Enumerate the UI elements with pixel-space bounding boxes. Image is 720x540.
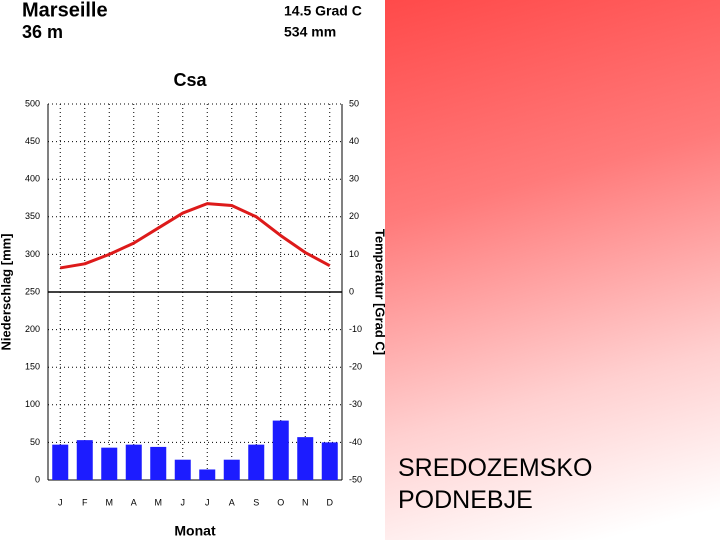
y-tick-label: 200 — [25, 324, 40, 334]
x-tick-label: F — [82, 497, 88, 507]
chart-subtitle: 36 m — [22, 22, 63, 42]
y-tick-label: 350 — [25, 211, 40, 221]
y2-tick-label: 50 — [349, 98, 359, 108]
slide-background — [385, 0, 720, 540]
bar — [248, 444, 265, 480]
x-axis-label: Monat — [174, 523, 216, 539]
x-tick-label: N — [302, 497, 309, 507]
y-tick-label: 0 — [35, 474, 40, 484]
x-tick-label: A — [229, 497, 235, 507]
y2-tick-label: 20 — [349, 211, 359, 221]
y-axis-label: Niederschlag [mm] — [0, 233, 13, 350]
bar — [150, 446, 167, 480]
x-tick-label: M — [155, 497, 163, 507]
x-tick-label: D — [327, 497, 334, 507]
y2-tick-label: -30 — [349, 399, 362, 409]
bar — [297, 437, 314, 480]
y2-tick-label: 10 — [349, 249, 359, 259]
bar — [321, 442, 338, 480]
bar — [125, 444, 142, 480]
x-tick-label: S — [253, 497, 259, 507]
bar — [272, 420, 289, 480]
slide-title: SREDOZEMSKO PODNEBJE — [398, 454, 593, 514]
x-tick-label: J — [205, 497, 210, 507]
y2-tick-label: -40 — [349, 437, 362, 447]
y-tick-label: 100 — [25, 399, 40, 409]
x-tick-label: M — [106, 497, 114, 507]
y-tick-label: 250 — [25, 286, 40, 296]
x-tick-label: J — [58, 497, 63, 507]
y2-tick-label: -10 — [349, 324, 362, 334]
y2-tick-label: 0 — [349, 286, 354, 296]
bar — [199, 469, 216, 480]
y2-tick-label: -50 — [349, 474, 362, 484]
y2-tick-label: -20 — [349, 362, 362, 372]
chart: Marseille 36 m 14.5 Grad C 534 mm Csa Mo… — [0, 0, 386, 539]
y-tick-label: 400 — [25, 174, 40, 184]
y2-tick-label: 40 — [349, 136, 359, 146]
bar — [76, 440, 93, 480]
y-tick-label: 500 — [25, 98, 40, 108]
y2-axis-label: Temperatur [Grad C] — [373, 229, 386, 355]
bar — [223, 459, 240, 480]
y-tick-label: 300 — [25, 249, 40, 259]
bar — [101, 447, 118, 480]
x-tick-label: A — [131, 497, 137, 507]
y-tick-label: 50 — [30, 437, 40, 447]
annotation: 14.5 Grad C — [284, 3, 362, 19]
x-tick-label: J — [181, 497, 186, 507]
y-tick-label: 150 — [25, 362, 40, 372]
temperature-line — [60, 202, 331, 270]
bar — [52, 444, 69, 480]
climate-class: Csa — [173, 70, 207, 90]
chart-title: Marseille — [22, 0, 108, 21]
x-tick-label: O — [277, 497, 284, 507]
annotation: 534 mm — [284, 24, 336, 40]
bar — [174, 459, 191, 480]
y2-tick-label: 30 — [349, 174, 359, 184]
y-tick-label: 450 — [25, 136, 40, 146]
